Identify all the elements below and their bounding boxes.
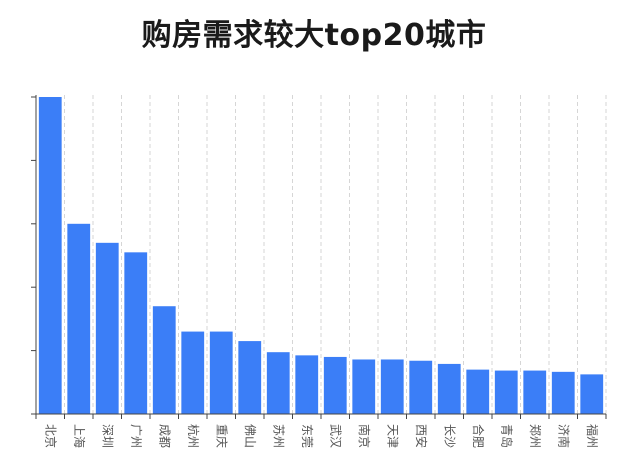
category-label: 佛山 — [243, 424, 257, 448]
category-label: 杭州 — [186, 424, 201, 448]
category-label: 北京 — [43, 424, 57, 448]
bar-深圳 — [95, 242, 119, 414]
category-label: 郑州 — [528, 424, 543, 448]
bar-东莞 — [295, 355, 319, 414]
bar-福州 — [580, 374, 604, 414]
bar-佛山 — [238, 341, 262, 414]
bar-武汉 — [323, 356, 347, 414]
category-label: 青岛 — [499, 424, 514, 448]
category-label: 上海 — [72, 424, 87, 448]
category-label: 西安 — [414, 424, 429, 448]
bar-北京 — [38, 97, 62, 414]
category-label: 广州 — [129, 424, 143, 448]
category-label: 长沙 — [442, 424, 456, 448]
category-label: 东莞 — [300, 424, 314, 448]
category-label: 武汉 — [328, 424, 342, 448]
bars — [38, 97, 604, 414]
category-label: 重庆 — [214, 424, 228, 448]
bar-郑州 — [523, 370, 547, 414]
bar-苏州 — [266, 352, 290, 414]
bar-青岛 — [494, 370, 518, 414]
chart-title: 购房需求较大top20城市 — [141, 18, 487, 53]
category-label: 成都 — [157, 424, 171, 448]
bar-合肥 — [466, 369, 490, 414]
bar-长沙 — [437, 363, 461, 414]
axes — [31, 95, 607, 419]
category-label: 苏州 — [271, 424, 285, 448]
bar-广州 — [124, 252, 148, 414]
category-label: 福州 — [585, 424, 600, 448]
bar-天津 — [380, 359, 404, 414]
bar-上海 — [67, 223, 91, 414]
category-label: 合肥 — [471, 424, 486, 448]
bar-重庆 — [209, 331, 233, 414]
bar-济南 — [551, 371, 575, 414]
category-label: 天津 — [385, 424, 399, 448]
bar-南京 — [352, 359, 376, 414]
category-labels: 北京 上海 深圳 广州 成都 杭州 重庆 佛山 苏州 东莞 武汉 南京 天津 西安 长沙 合肥 青岛 郑州 济南 福州 — [43, 424, 600, 448]
bar-成都 — [152, 306, 176, 414]
bar-西安 — [409, 360, 433, 414]
category-label: 深圳 — [100, 424, 114, 448]
category-label: 南京 — [357, 424, 372, 448]
bar-杭州 — [181, 331, 205, 414]
category-label: 济南 — [556, 424, 571, 448]
